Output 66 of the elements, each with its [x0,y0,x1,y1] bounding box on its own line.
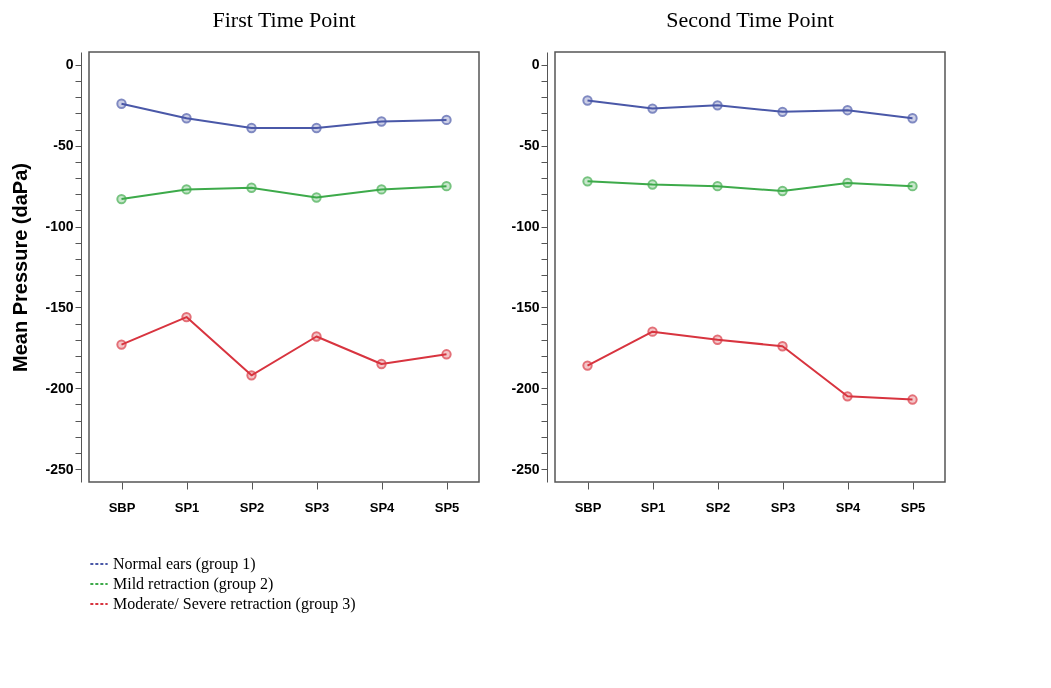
legend-label: Normal ears (group 1) [113,555,256,573]
chart-title: Second Time Point [666,7,834,32]
point [181,184,192,195]
point [246,182,257,193]
point [842,391,853,402]
y-tick-label: -150 [45,298,74,315]
point [441,181,452,192]
point [311,192,322,203]
x-tick-label: SP1 [640,499,666,515]
y-tick-label: -250 [511,460,540,477]
point [582,360,593,371]
point [647,326,658,337]
point [311,331,322,342]
legend-label: Mild retraction (group 2) [113,575,274,593]
x-tick-label: SP2 [705,499,731,515]
point [311,122,322,134]
y-tick-label: -200 [45,379,74,396]
point [647,179,658,190]
x-tick-label: SP5 [900,499,926,515]
point [582,176,593,187]
x-tick-label: SBP [108,499,136,515]
y-tick-label: 0 [531,56,540,73]
point [907,181,918,192]
x-tick-label: SP2 [239,499,265,515]
x-tick-label: SP1 [174,499,200,515]
y-tick-label: -200 [511,379,540,396]
y-tick-label: -250 [45,460,74,477]
point [181,113,192,124]
point [712,334,723,345]
x-tick-label: SP4 [835,499,862,515]
point [441,349,452,360]
y-tick-label: 0 [65,56,74,73]
point [181,311,192,323]
point [116,98,127,109]
chart-title: First Time Point [212,7,356,32]
x-tick-label: SP4 [369,499,396,515]
point [907,113,918,124]
point [777,341,788,352]
y-tick-label: -50 [53,137,74,154]
x-tick-label: SBP [574,499,602,515]
x-tick-label: SP3 [770,499,796,515]
point [842,177,853,189]
point [441,114,452,126]
point [116,339,127,350]
y-axis-title: Mean Pressure (daPa) [9,163,32,372]
point [842,105,853,116]
point [246,122,257,134]
point [647,103,658,114]
point [777,185,788,197]
y-tick-label: -100 [511,218,540,235]
y-tick-label: -100 [45,218,74,235]
point [712,181,723,192]
x-tick-label: SP3 [304,499,330,515]
point [246,370,257,381]
x-tick-label: SP5 [434,499,460,515]
point [376,358,387,370]
y-tick-label: -50 [519,137,540,154]
point [582,95,593,106]
point [712,100,723,111]
point [376,116,387,127]
point [116,193,127,205]
point [907,394,918,405]
point [376,184,387,195]
legend-label: Moderate/ Severe retraction (group 3) [113,595,356,613]
point [777,106,788,117]
y-tick-label: -150 [511,298,540,315]
